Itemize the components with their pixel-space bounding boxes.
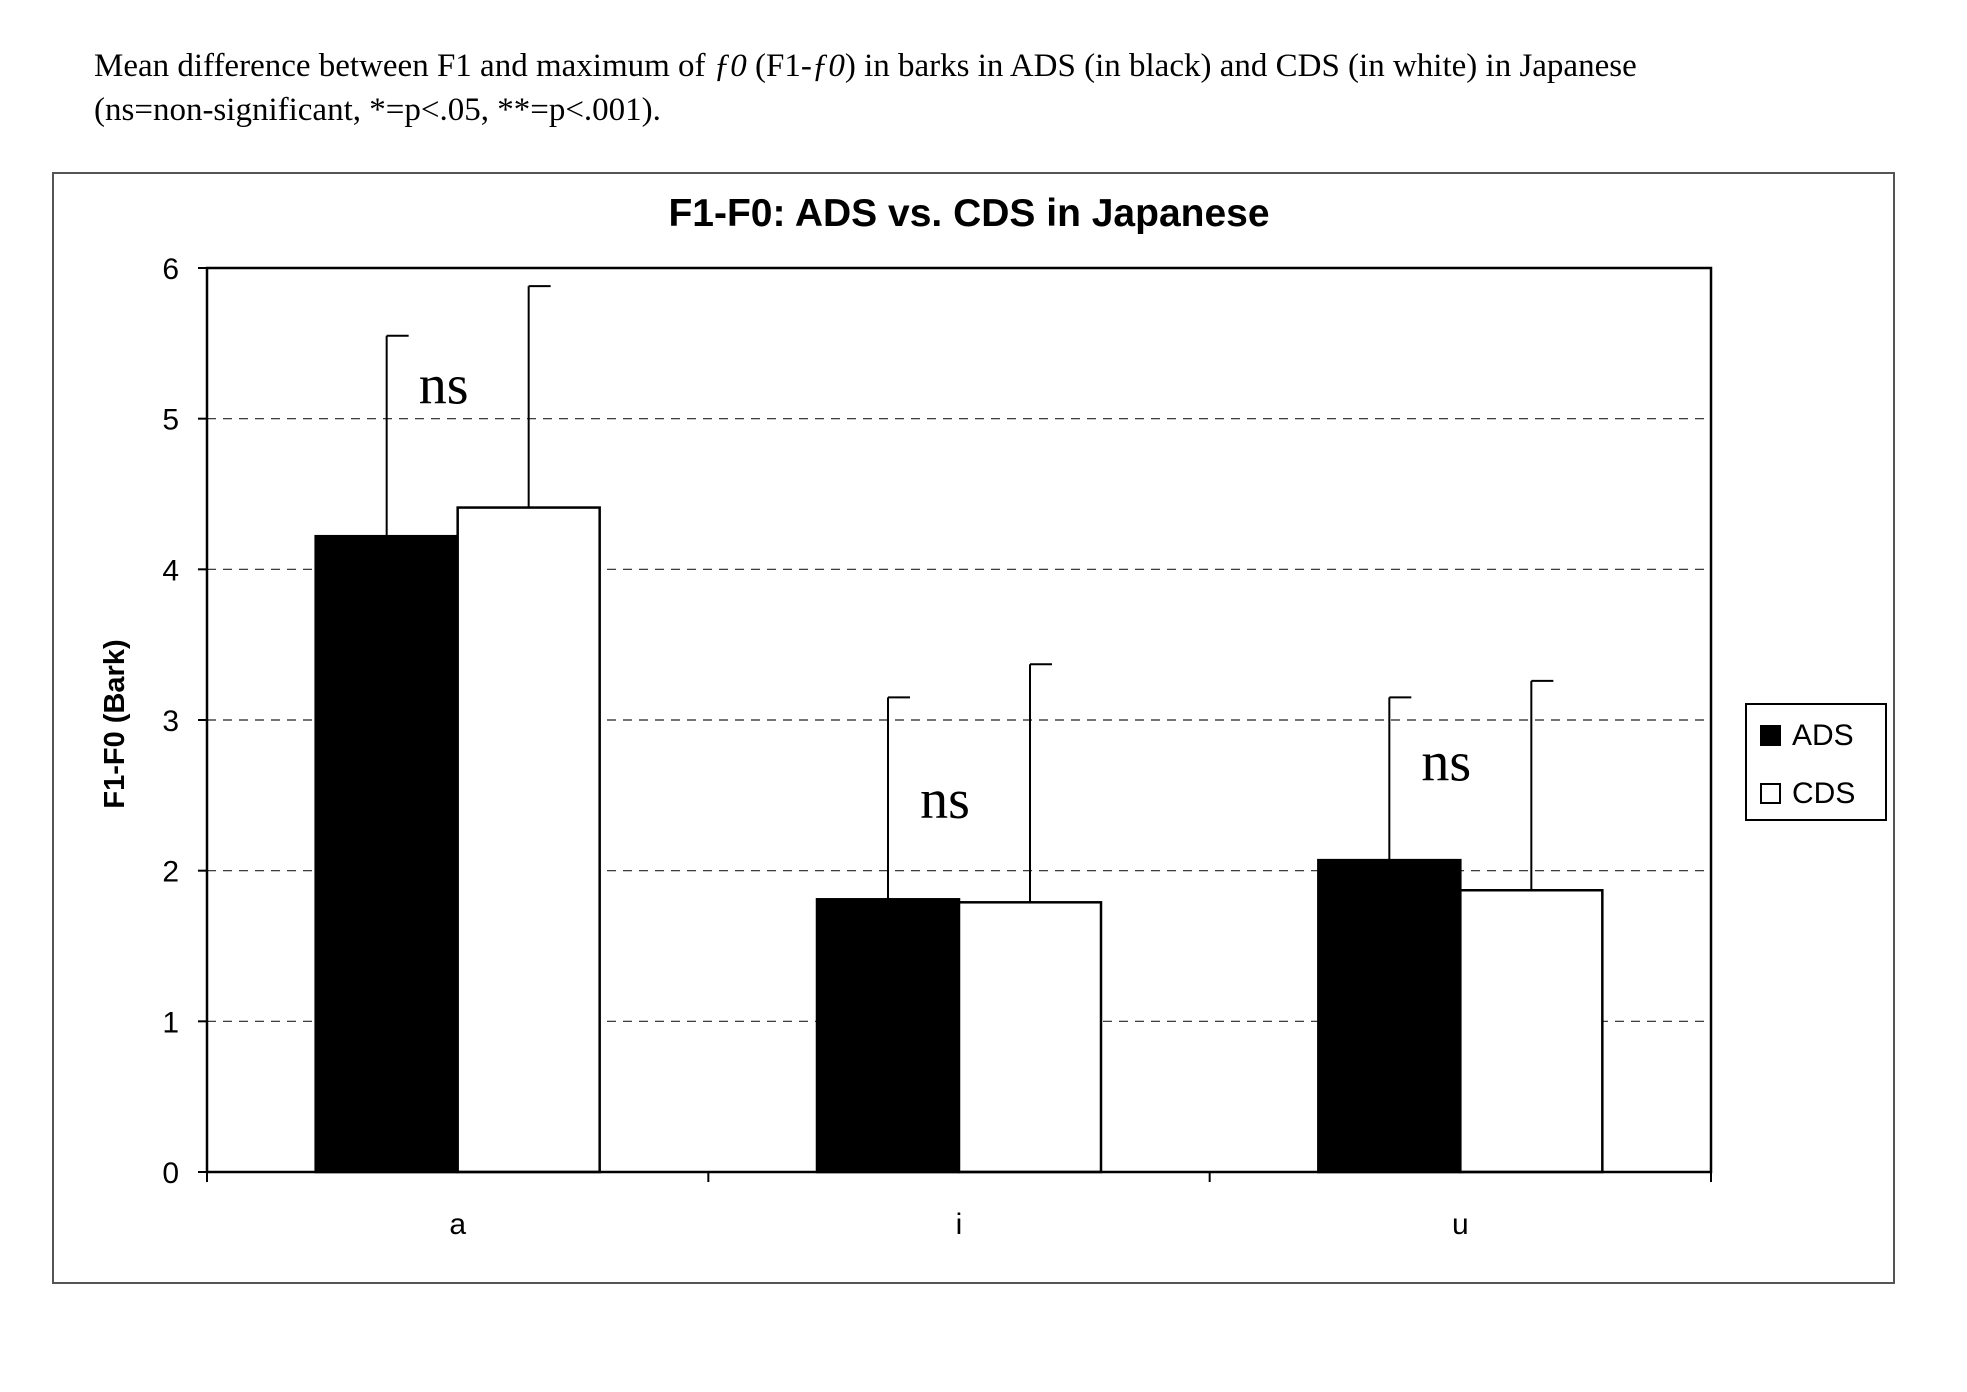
legend-swatch-cds [1760,783,1781,804]
y-tick-label-0: 0 [162,1157,179,1190]
y-tick-label-6: 6 [162,253,179,286]
legend-label-ads: ADS [1792,719,1854,752]
bar-cds-i [957,901,1103,1174]
significance-label-i: ns [920,769,970,831]
bar-chart: F1-F0: ADS vs. CDS in Japanese a i u 0 1 2 3 4 5 6… [99,192,1887,1241]
y-tick-label-5: 5 [162,404,179,437]
significance-label-u: ns [1421,731,1471,793]
y-tick-label-2: 2 [162,856,179,889]
y-tick-label-1: 1 [162,1006,179,1039]
x-tick-label-a: a [449,1208,466,1241]
significance-label-a: ns [419,355,469,417]
bar-ads-u [1317,858,1462,1174]
caption-line-2: (ns=non-significant, *=p<.05, **=p<.001)… [94,92,661,128]
legend-swatch-ads [1760,725,1781,746]
bar-ads-i [815,898,961,1174]
y-tick-label-4: 4 [162,554,179,587]
caption-text-1b: (F1- [746,48,812,84]
bar-cds-a [456,506,601,1174]
legend-label-cds: CDS [1792,777,1855,810]
caption-f0-symbol: ƒ0 [713,48,747,84]
caption-line-1: Mean difference between F1 and maximum o… [94,44,1924,88]
x-tick-label-u: u [1452,1208,1469,1241]
chart-title: F1-F0: ADS vs. CDS in Japanese [668,192,1269,235]
caption-text-1a: Mean difference between F1 and maximum o… [94,48,714,84]
bar-ads-a [314,534,459,1174]
caption-f0-symbol-2: ƒ0 [811,48,845,84]
x-tick-label-i: i [956,1208,963,1241]
y-axis-label: F1-F0 (Bark) [99,639,131,808]
figure-caption: Mean difference between F1 and maximum o… [94,44,1924,132]
chart-area: F1-F0: ADS vs. CDS in Japanese a i u 0 1 2 3 4 5 6… [52,172,1895,1284]
caption-text-1c: ) in barks in ADS (in black) and CDS (in… [844,48,1637,84]
y-tick-label-3: 3 [162,705,179,738]
bar-cds-u [1459,889,1604,1174]
